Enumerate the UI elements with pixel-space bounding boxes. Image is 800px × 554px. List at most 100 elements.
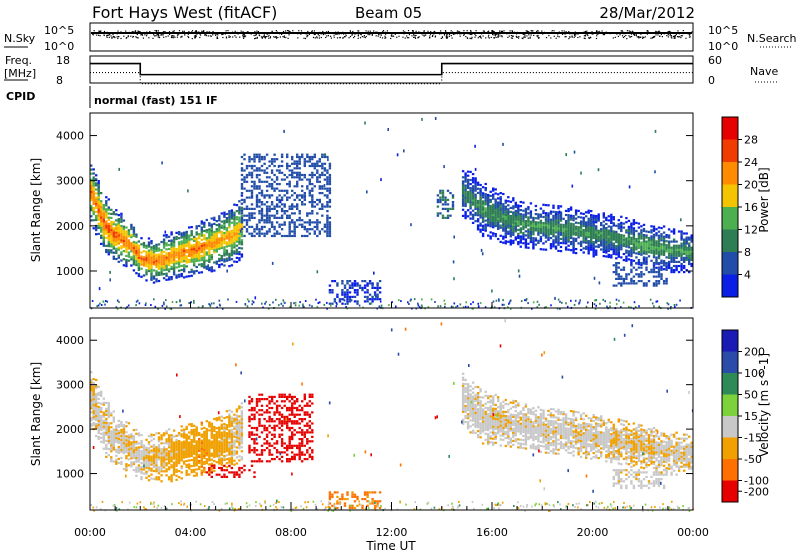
echo-cell <box>569 232 573 235</box>
echo-cell <box>547 230 550 233</box>
echo-cell <box>504 213 507 216</box>
echo-cell <box>667 254 671 257</box>
noise-sample <box>577 36 579 39</box>
echo-cell <box>117 238 120 241</box>
echo-cell <box>311 173 314 177</box>
echo-cell <box>298 173 301 177</box>
echo-cell <box>265 185 269 188</box>
noise-sample <box>621 30 623 32</box>
ground-scatter-cell <box>304 300 307 302</box>
echo-cell <box>92 416 95 419</box>
echo-cell <box>115 460 118 463</box>
echo-cell <box>195 259 198 262</box>
ground-scatter-cell <box>294 304 297 307</box>
freq-panel: Freq. [MHz] 18 8 60 0 Nave <box>4 54 778 87</box>
echo-cell <box>444 198 447 201</box>
echo-cell <box>208 222 211 225</box>
echo-cell <box>238 251 241 254</box>
echo-cell <box>100 204 103 207</box>
ground-scatter-cell <box>498 298 500 301</box>
echo-cell <box>303 176 306 179</box>
echo-cell <box>130 433 133 436</box>
isolated-cell <box>452 260 455 264</box>
echo-cell <box>110 237 113 240</box>
echo-cell <box>667 262 671 266</box>
echo-cell <box>188 238 191 241</box>
noise-sample <box>474 33 476 35</box>
echo-cell <box>564 246 568 249</box>
ground-scatter-cell <box>536 300 539 303</box>
echo-cell <box>95 394 98 398</box>
noise-sample <box>516 36 518 38</box>
echo-cell <box>544 204 548 207</box>
echo-cell <box>650 243 653 246</box>
noise-sample <box>652 36 655 39</box>
echo-cell <box>215 248 218 251</box>
echo-cell <box>170 241 173 244</box>
echo-cell <box>218 217 221 220</box>
echo-cell <box>125 262 128 266</box>
ground-scatter-cell <box>679 299 681 302</box>
echo-cell <box>527 234 530 237</box>
echo-cell <box>228 256 231 259</box>
echo-cell <box>343 291 347 294</box>
echo-cell <box>522 236 525 239</box>
echo-cell <box>527 230 530 233</box>
echo-cell <box>537 239 540 242</box>
echo-cell <box>313 221 316 224</box>
isolated-cell <box>421 117 423 121</box>
echo-cell <box>587 211 590 214</box>
echo-cell <box>514 212 517 215</box>
echo-cell <box>353 284 357 287</box>
ground-scatter-cell <box>531 307 533 310</box>
echo-cell <box>198 247 201 250</box>
noise-sample <box>191 31 193 33</box>
echo-cell <box>125 449 128 452</box>
echo-cell <box>552 235 555 238</box>
echo-cell <box>208 240 211 243</box>
echo-cell <box>542 228 545 231</box>
echo-cell <box>479 192 482 195</box>
echo-cell <box>208 244 211 247</box>
ground-scatter-cell <box>675 303 678 306</box>
echo-cell <box>474 205 477 208</box>
ground-scatter-cell <box>407 301 409 304</box>
echo-cell <box>502 221 505 224</box>
echo-cell <box>268 228 271 231</box>
freq-label-line1: Freq. <box>5 54 32 67</box>
echo-cell <box>135 253 138 256</box>
noise-sample <box>619 34 621 36</box>
echo-cell <box>223 254 226 257</box>
noise-sample <box>422 34 424 36</box>
echo-cell <box>155 274 158 277</box>
echo-cell <box>195 269 198 273</box>
echo-cell <box>547 204 550 207</box>
echo-cell <box>532 243 535 246</box>
colorbar-tick-label: 20 <box>744 179 758 192</box>
ground-scatter-cell <box>350 299 353 302</box>
noise-sample <box>216 36 218 38</box>
echo-cell <box>193 254 196 257</box>
echo-cell <box>602 246 605 249</box>
echo-cell <box>662 251 666 254</box>
echo-cell <box>240 221 244 224</box>
noise-sample <box>168 31 171 33</box>
echo-cell <box>481 226 485 229</box>
echo-cell <box>311 171 314 174</box>
echo-cell <box>260 203 264 206</box>
echo-cell <box>492 232 495 235</box>
echo-cell <box>107 438 110 441</box>
echo-cell <box>135 454 138 457</box>
echo-cell <box>542 211 545 215</box>
noise-sample <box>204 34 206 36</box>
isolated-cell <box>654 170 656 174</box>
isolated-cell <box>403 149 405 153</box>
noise-sample <box>463 30 465 32</box>
echo-cell <box>574 237 578 240</box>
echo-cell <box>464 186 467 189</box>
echo-cell <box>268 194 271 197</box>
echo-cell <box>112 448 115 451</box>
echo-cell <box>97 222 100 225</box>
echo-cell <box>120 462 123 466</box>
echo-cell <box>514 230 517 233</box>
